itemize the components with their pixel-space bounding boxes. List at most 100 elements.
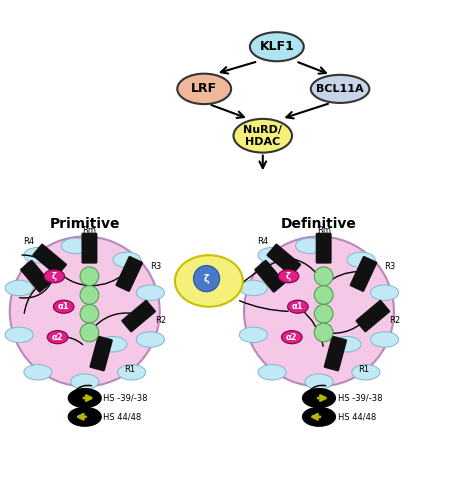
- Ellipse shape: [288, 300, 308, 313]
- FancyBboxPatch shape: [324, 336, 347, 371]
- Ellipse shape: [44, 270, 64, 283]
- Text: HS 44/48: HS 44/48: [337, 412, 376, 421]
- Ellipse shape: [234, 119, 292, 153]
- Ellipse shape: [68, 407, 101, 426]
- Text: α2: α2: [286, 333, 298, 342]
- FancyArrowPatch shape: [60, 337, 83, 345]
- FancyArrowPatch shape: [75, 385, 91, 391]
- Text: R2: R2: [155, 316, 166, 325]
- Text: Rm: Rm: [82, 226, 96, 235]
- Text: HS 44/48: HS 44/48: [103, 412, 142, 421]
- Ellipse shape: [239, 280, 267, 296]
- Ellipse shape: [99, 337, 127, 352]
- Ellipse shape: [347, 252, 375, 268]
- FancyArrowPatch shape: [92, 274, 125, 286]
- FancyBboxPatch shape: [356, 300, 390, 332]
- Ellipse shape: [305, 374, 333, 389]
- Ellipse shape: [302, 389, 336, 407]
- Text: R3: R3: [150, 263, 162, 272]
- FancyBboxPatch shape: [82, 232, 97, 264]
- Ellipse shape: [333, 337, 361, 352]
- Ellipse shape: [371, 285, 399, 301]
- Ellipse shape: [47, 331, 68, 344]
- Ellipse shape: [239, 327, 267, 343]
- Ellipse shape: [371, 332, 399, 347]
- Text: LRF: LRF: [191, 82, 217, 95]
- FancyBboxPatch shape: [115, 256, 143, 292]
- Ellipse shape: [68, 389, 101, 407]
- Ellipse shape: [258, 365, 286, 380]
- FancyBboxPatch shape: [32, 243, 67, 276]
- Circle shape: [193, 266, 219, 292]
- Text: R4: R4: [257, 236, 268, 245]
- Ellipse shape: [296, 238, 324, 254]
- Ellipse shape: [113, 252, 141, 268]
- Text: R4: R4: [23, 236, 34, 245]
- FancyArrowPatch shape: [287, 258, 322, 283]
- Circle shape: [314, 286, 333, 305]
- Circle shape: [244, 236, 394, 386]
- Ellipse shape: [71, 374, 99, 389]
- FancyArrowPatch shape: [309, 385, 326, 391]
- Text: Rm: Rm: [317, 226, 331, 235]
- Ellipse shape: [24, 365, 52, 380]
- Text: BCL11A: BCL11A: [316, 84, 364, 94]
- Ellipse shape: [282, 331, 302, 344]
- Text: α1: α1: [58, 302, 70, 311]
- FancyBboxPatch shape: [266, 243, 301, 276]
- FancyArrowPatch shape: [91, 313, 134, 330]
- Ellipse shape: [302, 407, 336, 426]
- Text: KLF1: KLF1: [259, 40, 294, 53]
- Text: NuRD/
HDAC: NuRD/ HDAC: [243, 125, 282, 146]
- Ellipse shape: [61, 238, 90, 254]
- Ellipse shape: [250, 32, 304, 61]
- Ellipse shape: [311, 75, 369, 103]
- FancyArrowPatch shape: [24, 278, 52, 313]
- Text: ζ: ζ: [204, 274, 210, 284]
- FancyArrowPatch shape: [22, 255, 53, 274]
- Text: HS -39/-38: HS -39/-38: [337, 394, 382, 403]
- Ellipse shape: [177, 74, 231, 104]
- Circle shape: [80, 267, 99, 286]
- Circle shape: [314, 267, 333, 286]
- Circle shape: [80, 323, 99, 342]
- Text: Definitive: Definitive: [281, 217, 357, 231]
- Text: R3: R3: [384, 263, 396, 272]
- FancyBboxPatch shape: [121, 300, 156, 332]
- FancyArrowPatch shape: [241, 261, 279, 284]
- Circle shape: [80, 286, 99, 305]
- FancyArrowPatch shape: [326, 272, 358, 284]
- Text: ζ: ζ: [52, 272, 57, 281]
- Text: α1: α1: [292, 302, 304, 311]
- Ellipse shape: [258, 247, 286, 263]
- Text: R1: R1: [124, 365, 135, 374]
- FancyArrowPatch shape: [239, 301, 288, 311]
- Ellipse shape: [137, 332, 164, 347]
- FancyBboxPatch shape: [20, 260, 51, 293]
- Ellipse shape: [278, 270, 299, 283]
- Text: R1: R1: [358, 365, 369, 374]
- FancyArrowPatch shape: [19, 279, 53, 298]
- Circle shape: [10, 236, 160, 386]
- FancyBboxPatch shape: [254, 260, 285, 293]
- FancyArrowPatch shape: [327, 316, 369, 333]
- Circle shape: [314, 305, 333, 323]
- FancyBboxPatch shape: [90, 336, 113, 371]
- FancyBboxPatch shape: [350, 256, 377, 292]
- Circle shape: [314, 323, 333, 342]
- FancyBboxPatch shape: [316, 232, 332, 264]
- Ellipse shape: [352, 365, 380, 380]
- Text: ζ: ζ: [286, 272, 291, 281]
- Text: Primitive: Primitive: [49, 217, 120, 231]
- Text: α2: α2: [52, 333, 64, 342]
- Text: HS -39/-38: HS -39/-38: [103, 394, 148, 403]
- Ellipse shape: [5, 280, 33, 296]
- Ellipse shape: [118, 365, 146, 380]
- FancyArrowPatch shape: [300, 309, 323, 346]
- Ellipse shape: [137, 285, 164, 301]
- Circle shape: [80, 305, 99, 323]
- Text: R2: R2: [389, 316, 401, 325]
- Ellipse shape: [54, 300, 74, 313]
- Ellipse shape: [175, 255, 243, 307]
- Ellipse shape: [24, 247, 52, 263]
